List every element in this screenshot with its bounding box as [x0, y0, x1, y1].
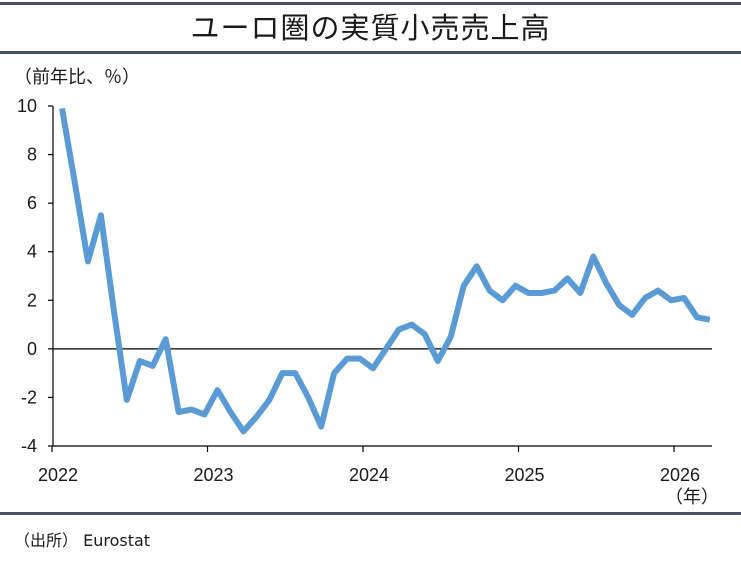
- x-unit-label: （年）: [665, 487, 719, 507]
- x-tick-label: 2025: [504, 465, 544, 485]
- y-tick-label: 8: [27, 145, 37, 165]
- series-line: [59, 107, 711, 435]
- top-rule: [0, 2, 741, 5]
- source-note: （出所） Eurostat: [14, 531, 151, 550]
- y-tick-label: -2: [21, 387, 37, 407]
- x-tick-label: 2024: [349, 465, 389, 485]
- x-tick-label: 2023: [193, 465, 233, 485]
- title-rule: [0, 51, 741, 54]
- y-tick-label: -4: [21, 436, 37, 456]
- x-tick-label: 2026: [660, 465, 700, 485]
- y-tick-label: 2: [27, 290, 37, 310]
- chart-title: ユーロ圏の実質小売売上高: [190, 11, 551, 45]
- chart-axes: -4 -2 0 2 4 6 8 10 2022 2023 2024 2025 2026: [17, 96, 712, 485]
- y-tick-label: 10: [17, 96, 37, 116]
- y-tick-label: 6: [27, 193, 37, 213]
- y-tick-label: 4: [27, 242, 37, 262]
- y-unit-label: （前年比、％）: [14, 67, 140, 88]
- plot-area: [59, 107, 711, 435]
- y-tick-label: 0: [27, 339, 37, 359]
- bottom-rule: [0, 512, 741, 515]
- x-tick-label: 2022: [38, 465, 78, 485]
